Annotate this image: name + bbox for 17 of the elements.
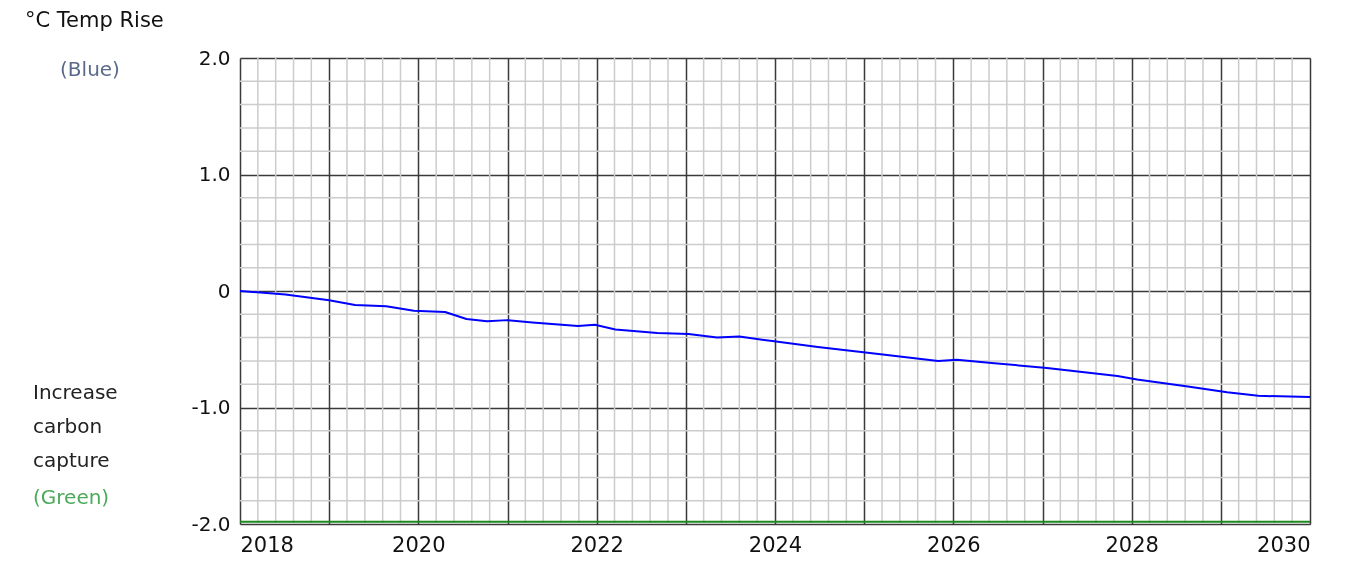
line-series bbox=[240, 290, 1310, 399]
y-tick-label: 1.0 bbox=[198, 162, 231, 186]
x-tick-label: 2030 bbox=[1257, 532, 1311, 557]
y-tick-label: -1.0 bbox=[191, 395, 231, 419]
x-tick-label: 2018 bbox=[240, 532, 294, 557]
y-tick-label: 0 bbox=[217, 278, 231, 303]
x-tick-label: 2024 bbox=[748, 532, 803, 557]
text: Increase carbon capture bbox=[33, 380, 118, 472]
text: (Green) bbox=[33, 485, 110, 509]
x-tick-label: 2020 bbox=[392, 532, 446, 557]
x-tick-label: 2028 bbox=[1105, 532, 1159, 557]
y-tick-label: 2.0 bbox=[198, 45, 231, 70]
x-tick-label: 2026 bbox=[927, 532, 981, 557]
y-axis-title: °C Temp Rise bbox=[25, 8, 164, 32]
y-tick-label: -2.0 bbox=[191, 511, 231, 536]
text: (Blue) bbox=[60, 57, 120, 81]
x-tick-label: 2022 bbox=[570, 532, 624, 557]
